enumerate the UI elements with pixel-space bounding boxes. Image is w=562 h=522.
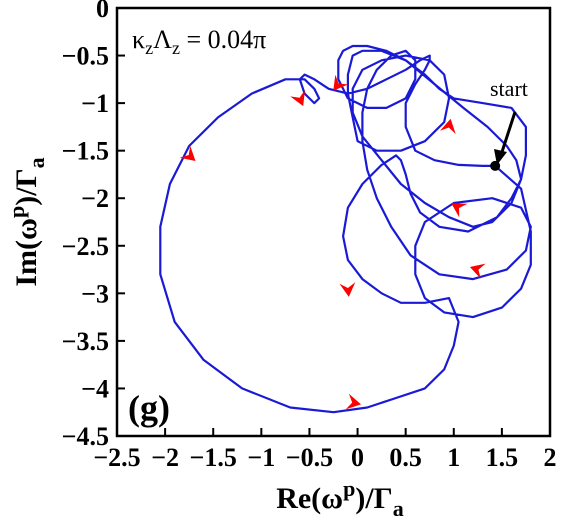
x-tick-label: 1 — [447, 443, 460, 472]
direction-arrow — [345, 393, 361, 410]
x-tick-label: 1.5 — [486, 443, 519, 472]
arrows-layer — [179, 74, 486, 410]
x-ticks: −2.5 −2 −1.5 −1 −0.5 0 0.5 1 1.5 2 — [93, 428, 557, 472]
x-tick-label: 2 — [544, 443, 557, 472]
direction-arrow — [333, 74, 349, 91]
y-tick-label: −4.5 — [62, 422, 109, 451]
x-tick-label: −2 — [151, 443, 179, 472]
x-axis-title: Re(ωp)/Γa — [276, 476, 404, 521]
y-tick-label: −2.5 — [62, 232, 109, 261]
direction-arrow — [179, 145, 196, 161]
direction-arrow — [339, 282, 356, 297]
y-ticks: 0 −0.5 −1 −1.5 −2 −2.5 −3 −3.5 −4 −4.5 — [62, 0, 125, 451]
series-layer — [159, 44, 532, 414]
x-tick-label: −2.5 — [93, 443, 140, 472]
parameter-annotation: κzΛz = 0.04π — [132, 25, 266, 58]
y-tick-label: 0 — [96, 0, 109, 23]
start-pointer-head — [494, 149, 507, 165]
x-tick-label: −0.5 — [286, 443, 333, 472]
y-tick-label: −1 — [81, 89, 109, 118]
direction-arrow — [440, 118, 456, 134]
start-pointer-line — [499, 111, 517, 156]
direction-arrow — [469, 263, 486, 279]
x-tick-label: −1 — [247, 443, 275, 472]
panel-label: (g) — [128, 388, 170, 428]
plot-frame — [115, 6, 552, 438]
y-tick-label: −4 — [81, 374, 109, 403]
direction-arrow — [451, 203, 468, 218]
start-label: start — [490, 76, 528, 101]
trajectory-line — [159, 44, 532, 414]
y-tick-label: −0.5 — [62, 42, 109, 71]
direction-arrow — [290, 90, 305, 107]
y-tick-label: −3 — [81, 279, 109, 308]
y-tick-label: −2 — [81, 184, 109, 213]
y-tick-label: −1.5 — [62, 137, 109, 166]
x-tick-label: 0.5 — [389, 443, 422, 472]
x-tick-label: −1.5 — [190, 443, 237, 472]
x-tick-label: 0 — [351, 443, 364, 472]
y-tick-label: −3.5 — [62, 327, 109, 356]
y-axis-title: Im(ωp)/Γa — [4, 157, 49, 286]
start-point — [490, 160, 501, 171]
